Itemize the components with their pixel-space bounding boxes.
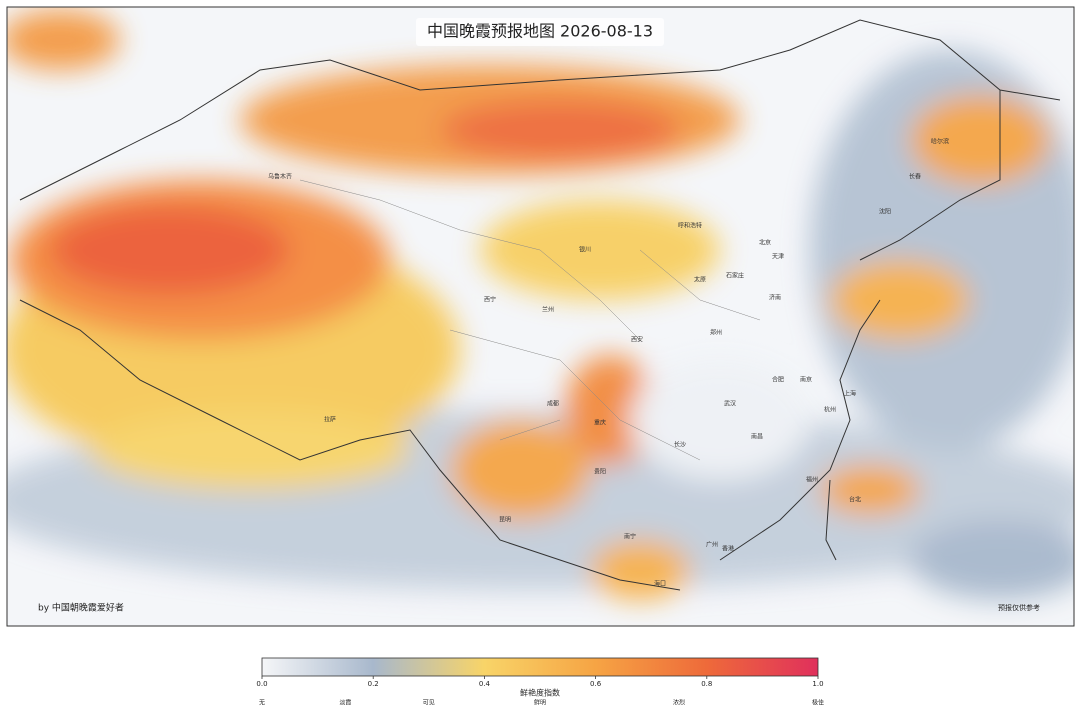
level-label: 鲜明 bbox=[534, 699, 546, 707]
city-label: 天津 bbox=[772, 254, 784, 261]
city-label: 西宁 bbox=[484, 296, 496, 304]
city-label: 银川 bbox=[579, 246, 591, 254]
colorbar-tick-label: 0.2 bbox=[368, 680, 379, 688]
city-label: 南昌 bbox=[751, 433, 763, 441]
level-label: 极佳 bbox=[812, 699, 824, 707]
city-label: 济南 bbox=[769, 294, 781, 302]
city-label: 沈阳 bbox=[879, 208, 891, 216]
level-label: 可见 bbox=[423, 700, 435, 707]
colorbar-tick-label: 1.0 bbox=[812, 680, 823, 688]
title: 中国晚霞预报地图 2026-08-13 bbox=[427, 22, 653, 41]
city-label: 昆明 bbox=[499, 517, 511, 524]
level-label: 浓烈 bbox=[673, 699, 685, 707]
city-label: 合肥 bbox=[772, 376, 784, 384]
city-label: 乌鲁木齐 bbox=[268, 173, 292, 181]
city-label: 哈尔滨 bbox=[931, 138, 949, 146]
colorbar-tick-label: 0.0 bbox=[256, 680, 267, 688]
city-label: 上海 bbox=[844, 390, 856, 398]
city-label: 石家庄 bbox=[726, 272, 744, 280]
map bbox=[7, 7, 1074, 626]
credit: by 中国朝晚霞爱好者 bbox=[38, 602, 124, 614]
colorbar-tick-label: 0.8 bbox=[701, 680, 712, 688]
city-label: 郑州 bbox=[710, 329, 722, 337]
city-label: 杭州 bbox=[824, 406, 836, 414]
city-label: 长春 bbox=[909, 173, 921, 181]
title-bg bbox=[416, 18, 664, 46]
city-labels: 乌鲁木齐拉萨西宁兰州银川呼和浩特北京天津石家庄太原济南郑州西安成都重庆贵阳昆明南… bbox=[268, 138, 949, 588]
colorbar-ramp bbox=[261, 657, 819, 677]
city-label: 北京 bbox=[759, 239, 771, 247]
city-label: 武汉 bbox=[724, 400, 736, 408]
city-label: 重庆 bbox=[594, 419, 606, 427]
city-label: 西安 bbox=[631, 336, 643, 344]
city-label: 福州 bbox=[806, 476, 818, 484]
colorbar-tick-label: 0.4 bbox=[479, 680, 491, 688]
city-label: 香港 bbox=[722, 545, 734, 553]
city-label: 成都 bbox=[547, 400, 559, 408]
colorbar: 鲜艳度指数 0.0 0.2 0.4 0.6 0.8 1.0 无 淡霞 可见 鲜明 浓烈 极佳 bbox=[256, 657, 824, 707]
city-label: 广州 bbox=[706, 541, 718, 549]
level-label: 淡霞 bbox=[339, 700, 351, 707]
colorbar-tick-label: 0.6 bbox=[590, 680, 602, 688]
level-label: 无 bbox=[259, 700, 265, 707]
city-label: 太原 bbox=[694, 276, 706, 284]
colorbar-label: 鲜艳度指数 bbox=[520, 688, 560, 698]
city-label: 呼和浩特 bbox=[678, 222, 702, 230]
city-label: 南宁 bbox=[624, 533, 636, 541]
map-frame bbox=[6, 6, 1075, 627]
city-label: 拉萨 bbox=[324, 416, 336, 424]
city-label: 兰州 bbox=[542, 306, 554, 314]
city-label: 海口 bbox=[654, 580, 666, 588]
city-label: 南京 bbox=[800, 376, 812, 384]
city-label: 贵阳 bbox=[594, 468, 606, 476]
disclaimer: 预报仅供参考 bbox=[998, 603, 1040, 612]
city-label: 台北 bbox=[849, 496, 861, 504]
city-label: 长沙 bbox=[674, 441, 686, 449]
